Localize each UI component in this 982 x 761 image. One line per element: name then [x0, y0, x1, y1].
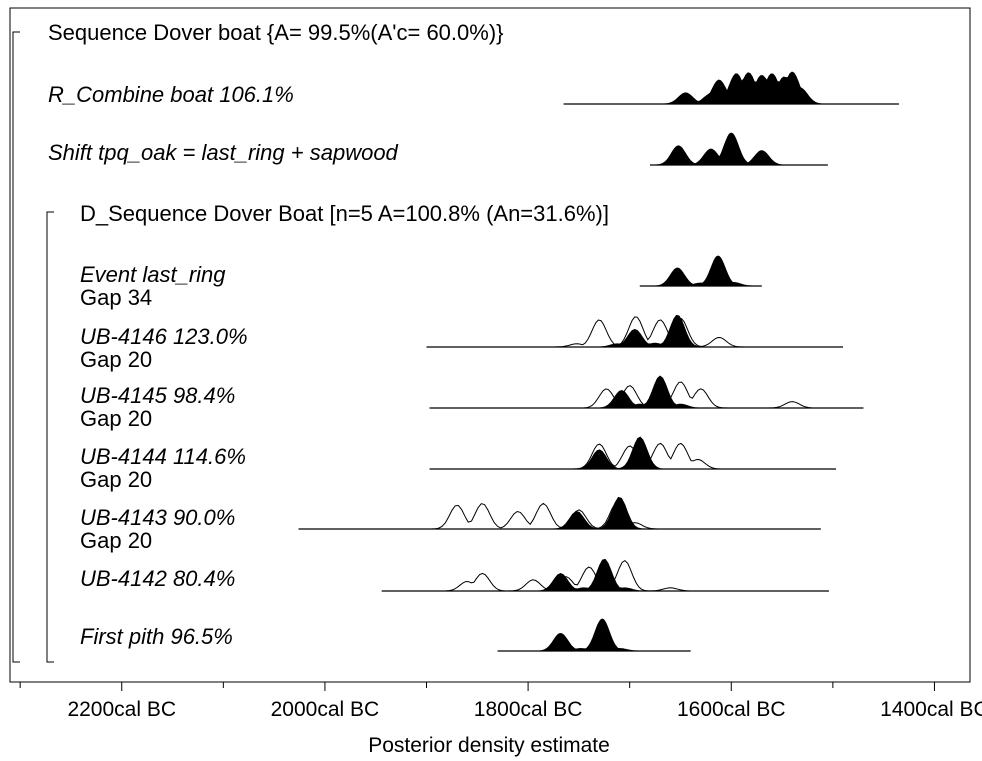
- posterior-density: [429, 436, 836, 470]
- row-label: Shift tpq_oak = last_ring + sapwood: [48, 140, 399, 165]
- x-tick-label: 2200cal BC: [67, 698, 176, 721]
- row-label: Event last_ring: [80, 262, 226, 287]
- ridge-row: UB-4142 80.4%: [80, 558, 829, 592]
- row-label: R_Combine boat 106.1%: [48, 82, 294, 107]
- subsequence-label: D_Sequence Dover Boat [n=5 A=100.8% (An=…: [80, 201, 609, 226]
- prior-density: [298, 501, 821, 530]
- x-tick-label: 1600cal BC: [677, 698, 786, 721]
- ridge-row: UB-4143 90.0%Gap 20: [80, 496, 821, 553]
- posterior-density: [639, 255, 762, 287]
- posterior-density: [381, 558, 829, 592]
- row-label: UB-4143 90.0%: [80, 505, 235, 530]
- gap-label: Gap 20: [80, 528, 152, 553]
- posterior-density: [298, 496, 821, 530]
- row-label: UB-4145 98.4%: [80, 383, 235, 408]
- x-tick-label: 2000cal BC: [271, 698, 380, 721]
- x-tick-label: 1400cal BC: [880, 698, 982, 721]
- gap-label: Gap 20: [80, 347, 152, 372]
- gap-label: Gap 34: [80, 285, 152, 310]
- sequence-label: Sequence Dover boat {A= 99.5%(A'c= 60.0%…: [48, 20, 504, 45]
- ridge-row: First pith 96.5%: [80, 618, 691, 652]
- posterior-density: [497, 618, 691, 652]
- ridge-row: UB-4146 123.0%Gap 20: [80, 314, 844, 372]
- x-axis-title: Posterior density estimate: [368, 734, 610, 757]
- x-tick-label: 1800cal BC: [474, 698, 583, 721]
- posterior-density: [429, 375, 864, 409]
- sequence-bracket: [12, 31, 20, 663]
- ridge-rows: R_Combine boat 106.1% Shift tpq_oak = las…: [48, 71, 899, 652]
- gap-label: Gap 20: [80, 467, 152, 492]
- row-label: UB-4146 123.0%: [80, 324, 248, 349]
- posterior-density: [650, 132, 828, 166]
- row-label: UB-4144 114.6%: [80, 444, 246, 469]
- ridge-row: Shift tpq_oak = last_ring + sapwood: [48, 132, 828, 166]
- ridge-row: UB-4145 98.4%Gap 20: [80, 375, 864, 431]
- posterior-density: [563, 71, 899, 105]
- posterior-density: [426, 314, 843, 348]
- gap-label: Gap 20: [80, 406, 152, 431]
- subsequence-bracket: [46, 211, 54, 663]
- row-label: UB-4142 80.4%: [80, 566, 235, 591]
- ridge-row: R_Combine boat 106.1%: [48, 71, 899, 107]
- ridge-row: UB-4144 114.6%Gap 20: [80, 436, 836, 492]
- plot-frame: [9, 7, 971, 683]
- x-axis: 2200cal BC 2000cal BC 1800cal BC 1600cal BC…: [19, 682, 982, 721]
- row-label: First pith 96.5%: [80, 624, 233, 649]
